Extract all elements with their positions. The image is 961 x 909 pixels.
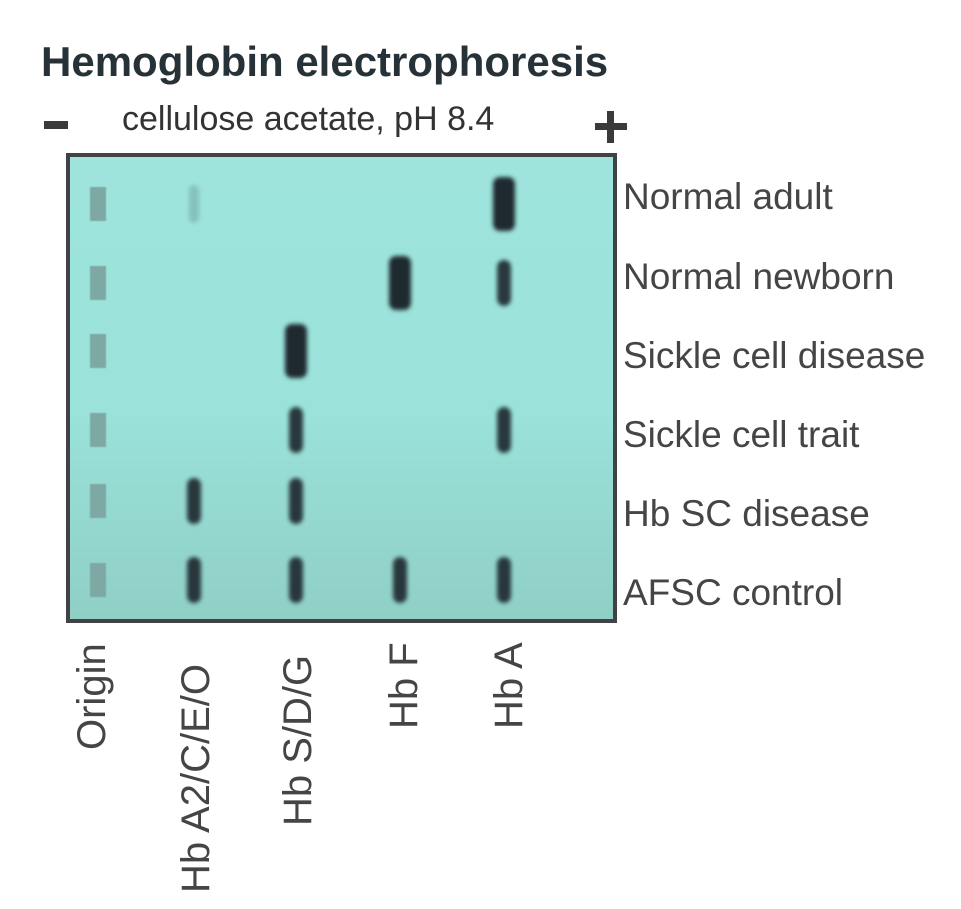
diagram-subtitle: cellulose acetate, pH 8.4 <box>122 100 495 138</box>
column-label-origin: Origin <box>70 643 114 750</box>
origin-well <box>90 266 106 300</box>
origin-well <box>90 187 106 221</box>
electrophoresis-gel <box>66 153 617 623</box>
positive-electrode-icon <box>595 111 627 143</box>
row-label-normal-adult: Normal adult <box>623 176 833 217</box>
row-label-sickle-cell-disease: Sickle cell disease <box>623 335 926 376</box>
band-hb-f <box>389 256 411 310</box>
row-label-hb-sc-disease: Hb SC disease <box>623 493 870 534</box>
band-hb-s-d-g <box>289 407 303 453</box>
negative-electrode-icon <box>44 121 68 129</box>
column-label-hb-a: Hb A <box>487 642 531 729</box>
row-label-sickle-cell-trait: Sickle cell trait <box>623 414 860 455</box>
diagram-title: Hemoglobin electrophoresis <box>41 38 609 85</box>
origin-well <box>90 334 106 368</box>
column-label-hb-s-d-g: Hb S/D/G <box>276 654 320 826</box>
origin-well <box>90 413 106 447</box>
band-hb-a <box>497 557 511 603</box>
band-hb-a <box>497 260 511 306</box>
row-label-afsc-control: AFSC control <box>623 572 844 613</box>
band-hb-a2-c-e-o <box>187 557 201 603</box>
row-label-normal-newborn: Normal newborn <box>623 256 895 297</box>
band-hb-a2-c-e-o <box>187 478 201 524</box>
origin-well <box>90 563 106 597</box>
band-hb-a2-c-e-o <box>189 185 199 223</box>
band-hb-a <box>497 407 511 453</box>
band-hb-s-d-g <box>289 478 303 524</box>
band-hb-s-d-g <box>289 557 303 603</box>
column-label-hb-f: Hb F <box>382 642 426 729</box>
band-hb-f <box>393 557 407 603</box>
band-hb-a <box>493 177 515 231</box>
band-hb-s-d-g <box>285 324 307 378</box>
origin-well <box>90 484 106 518</box>
column-label-hb-a2-c-e-o: Hb A2/C/E/O <box>174 664 218 893</box>
